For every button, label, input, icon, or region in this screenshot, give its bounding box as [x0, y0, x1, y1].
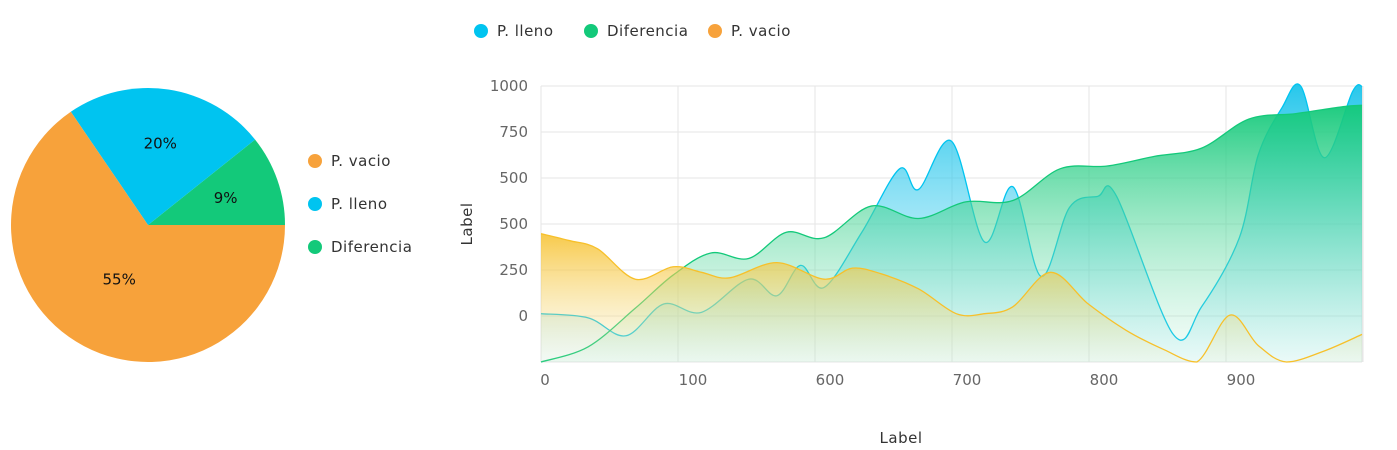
area-chart-plot — [540, 83, 1363, 363]
x-axis-title: Label — [880, 429, 923, 447]
y-axis: 1000 750 500 500 250 0 — [490, 77, 528, 325]
pie-legend-item-diferencia[interactable]: Diferencia — [308, 238, 412, 256]
pie-slice-label-diferencia: 9% — [214, 189, 238, 207]
y-axis-title: Label — [458, 203, 476, 246]
legend-label: P. vacio — [731, 22, 791, 40]
y-tick-label: 500 — [499, 169, 528, 187]
y-tick-label: 0 — [518, 307, 528, 325]
pie-legend: P. vacio P. lleno Diferencia — [308, 152, 412, 256]
legend-marker — [308, 197, 322, 211]
x-axis: 0 100 600 700 800 900 — [540, 371, 1255, 389]
area-chart-legend: P. lleno Diferencia P. vacio — [474, 22, 791, 40]
legend-label: Diferencia — [331, 238, 412, 256]
x-tick-label: 700 — [953, 371, 982, 389]
y-tick-label: 500 — [499, 215, 528, 233]
pie-slice-diferencia[interactable] — [148, 139, 285, 225]
legend-label: P. lleno — [497, 22, 554, 40]
pie-slice-p-vacio[interactable] — [11, 111, 285, 362]
legend-label: P. vacio — [331, 152, 391, 170]
pie-slice-label-p-vacio: 55% — [103, 271, 136, 289]
area-p-vacio[interactable] — [541, 233, 1362, 362]
legend-label: Diferencia — [607, 22, 688, 40]
legend-label: P. lleno — [331, 195, 388, 213]
x-tick-label: 800 — [1090, 371, 1119, 389]
x-tick-label: 900 — [1227, 371, 1256, 389]
legend-item-p-lleno[interactable]: P. lleno — [474, 22, 554, 40]
legend-item-diferencia[interactable]: Diferencia — [584, 22, 688, 40]
y-tick-label: 1000 — [490, 77, 528, 95]
legend-marker — [308, 240, 322, 254]
pie-slice-p-lleno[interactable] — [70, 87, 256, 225]
x-tick-label: 100 — [679, 371, 708, 389]
pie-slice-label-p-lleno: 20% — [144, 135, 177, 153]
pie-chart: 9% 20% 55% — [11, 87, 285, 362]
line-p-vacio — [540, 233, 1363, 363]
y-tick-label: 250 — [499, 261, 528, 279]
pie-legend-item-p-lleno[interactable]: P. lleno — [308, 195, 388, 213]
x-tick-label: 600 — [816, 371, 845, 389]
y-tick-label: 750 — [499, 123, 528, 141]
legend-marker — [708, 24, 722, 38]
x-tick-label: 0 — [540, 371, 550, 389]
legend-marker — [308, 154, 322, 168]
legend-marker — [474, 24, 488, 38]
pie-legend-item-p-vacio[interactable]: P. vacio — [308, 152, 391, 170]
legend-item-p-vacio[interactable]: P. vacio — [708, 22, 791, 40]
legend-marker — [584, 24, 598, 38]
